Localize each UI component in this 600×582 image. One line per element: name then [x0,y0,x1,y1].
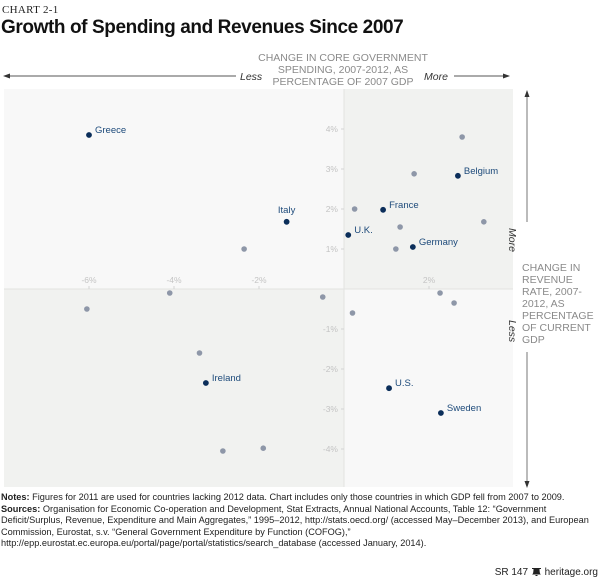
point-label: France [389,200,419,211]
y-less-label: Less [506,320,518,343]
quadrant-bottom-left [4,289,344,487]
quadrant-top-right [344,89,513,289]
sources-text: Organisation for Economic Co-operation a… [1,503,589,549]
scatter-point [349,310,356,316]
highlighted-point [283,218,290,225]
scatter-point [393,246,399,252]
x-axis-title: CHANGE IN CORE GOVERNMENT SPENDING, 2007… [258,52,428,88]
y-tick-label: 2% [326,204,339,214]
scatter-point [481,219,487,225]
y-tick-label: -2% [323,364,339,374]
quadrant-bottom-right [344,289,513,487]
scatter-point [397,224,403,230]
x-more-label: More [424,71,448,83]
arrow-left-icon [3,73,10,79]
y-more-label: More [506,228,518,252]
x-tick-label: -2% [251,275,267,285]
y-tick-label: -3% [323,404,339,414]
y-tick-label: -1% [323,324,339,334]
highlighted-point [386,385,392,392]
notes-label: Notes: [1,492,30,502]
scatter-point [196,350,203,356]
point-label: Ireland [212,373,241,384]
y-tick-label: 4% [326,124,339,134]
highlighted-point [455,172,461,179]
scatter-point [451,300,457,306]
point-label: Germany [419,237,458,248]
point-label: Greece [95,125,126,136]
point-label: Belgium [464,166,498,177]
notes-section: Notes: Figures for 2011 are used for cou… [1,492,599,550]
y-axis-title: CHANGE IN REVENUE RATE, 2007-2012, AS PE… [522,262,594,346]
x-tick-label: 2% [423,275,436,285]
point-label: U.S. [395,378,413,389]
point-label: Italy [278,205,296,216]
y-tick-label: 1% [326,244,339,254]
arrow-down-icon [524,481,530,488]
footer: SR 147 heritage.org [495,566,598,579]
highlighted-point [409,244,416,250]
report-id: SR 147 [494,567,529,578]
scatter-point [166,290,173,296]
notes-text: Figures for 2011 are used for countries … [29,492,565,502]
sources-line: Sources: Organisation for Economic Co-op… [1,504,599,550]
highlighted-point [202,380,209,386]
scatter-point [351,206,358,212]
scatter-point [260,445,267,452]
scatter-point [437,290,443,296]
site-link[interactable]: heritage.org [544,567,598,578]
point-label: Sweden [447,403,481,414]
highlighted-point [438,410,444,416]
sources-label: Sources: [1,503,41,514]
scatter-point [459,134,465,140]
chart-number: CHART 2-1 [2,4,59,16]
scatter-point [319,294,326,300]
scatter-point [411,171,417,177]
liberty-bell-icon [531,568,545,579]
x-less-label: Less [240,71,263,83]
scatter-point [241,246,247,252]
x-tick-label: -4% [166,275,182,285]
highlighted-point [86,132,92,138]
notes-line: Notes: Figures for 2011 are used for cou… [1,492,599,504]
highlighted-point [380,206,386,213]
y-tick-label: -4% [323,444,339,454]
scatter-point [220,448,226,454]
scatter-point [84,306,90,312]
arrow-up-icon [524,90,530,97]
x-tick-label: -6% [81,275,97,285]
chart-title: Growth of Spending and Revenues Since 20… [1,17,404,38]
y-tick-label: 3% [326,164,339,174]
highlighted-point [345,232,352,238]
arrow-right-icon [503,73,510,79]
point-label: U.K. [354,225,372,236]
quadrant-top-left [4,89,344,289]
